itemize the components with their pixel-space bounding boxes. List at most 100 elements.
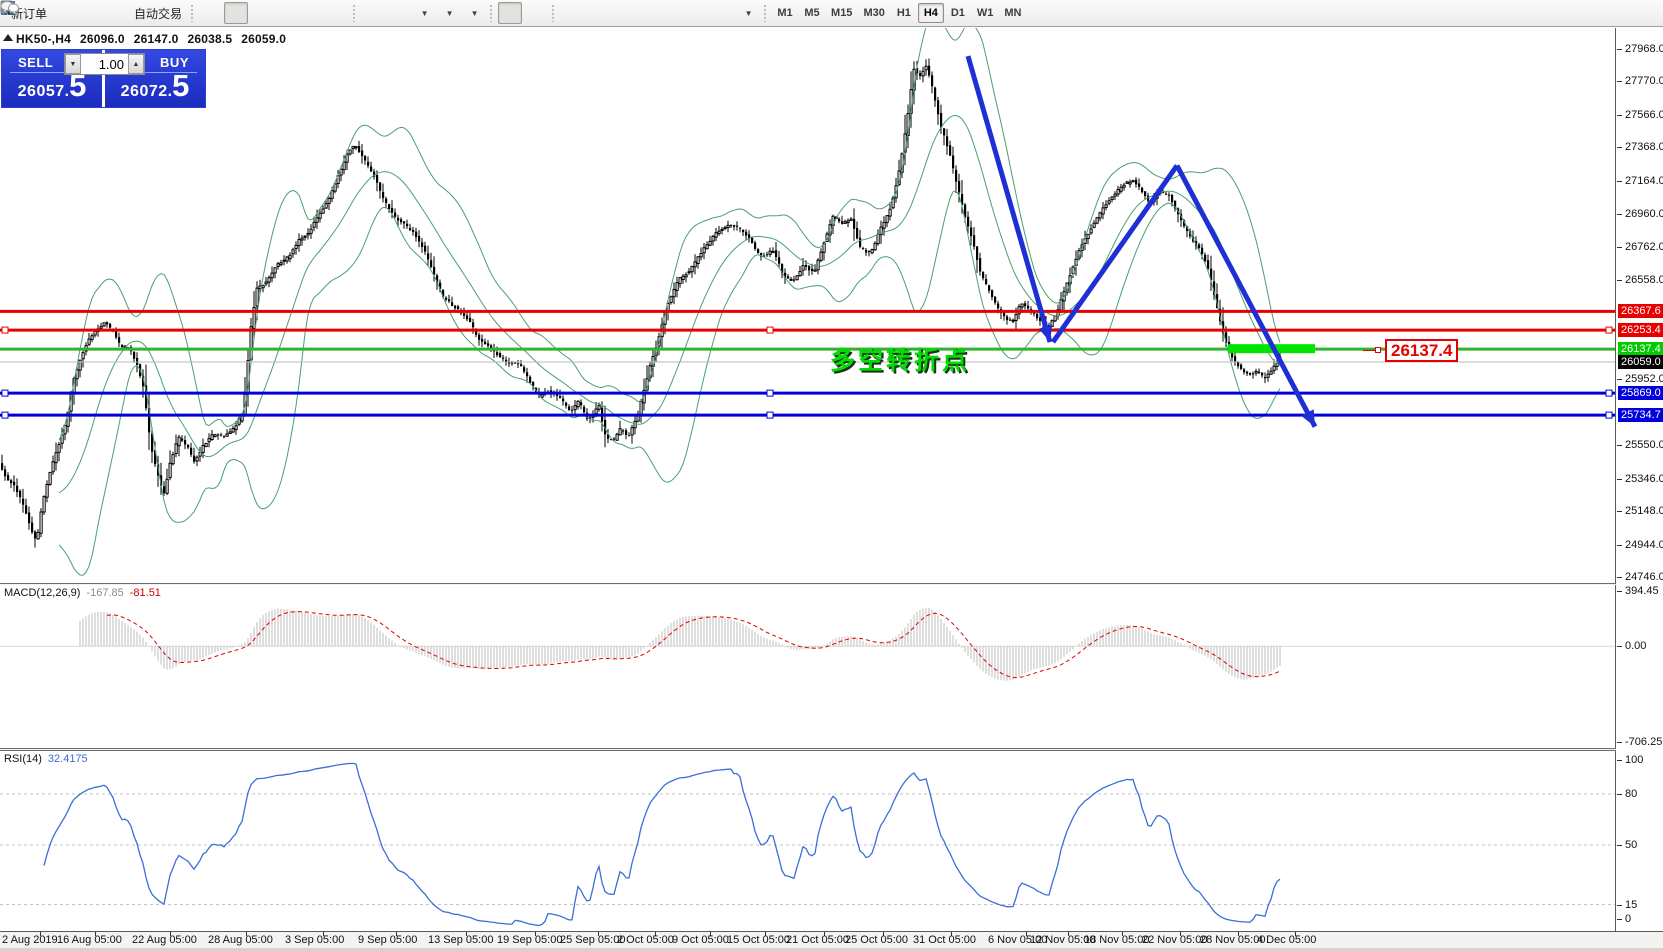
line-anchor-marker[interactable] (1, 326, 9, 334)
horizontal-line-button[interactable] (2, 2, 609, 24)
price-tick-label: 0 (1625, 913, 1632, 925)
chart-close: 26059.0 (241, 32, 287, 46)
time-tick (1295, 932, 1296, 936)
window-edge (0, 948, 1663, 951)
trend-arrow-line[interactable] (1174, 164, 1318, 428)
chart-note-text[interactable]: 多空转折点 (830, 347, 971, 376)
volume-stepper[interactable]: ▼ 1.00 ▲ (64, 53, 145, 75)
volume-increase-button[interactable]: ▲ (128, 54, 144, 74)
dropdown-caret-icon[interactable]: ▼ (420, 8, 429, 18)
templates-button[interactable]: ▼ (0, 1, 485, 24)
chart-shift-button[interactable] (2, 2, 385, 24)
timeframe-m1-button[interactable]: M1 (777, 7, 793, 19)
crosshair-button[interactable] (2, 2, 547, 24)
time-tick-label: 6 Nov 05:00 (988, 934, 1048, 946)
price-tick-label: 25952.0 (1625, 373, 1663, 386)
buy-button[interactable]: BUY 26072.5 (105, 50, 205, 107)
trend-arrow-line[interactable] (965, 55, 1053, 343)
auto-scroll-button[interactable] (2, 2, 410, 24)
line-anchor-marker[interactable] (1605, 411, 1613, 419)
time-tick (323, 932, 324, 936)
charts-window-button[interactable] (0, 1, 101, 24)
dropdown-caret-icon[interactable]: ▼ (470, 8, 479, 18)
text-label-button[interactable]: T (1, 2, 734, 24)
time-tick (598, 932, 599, 936)
trendline-button[interactable] (1, 2, 634, 24)
text-button[interactable]: A (4, 1, 709, 24)
timeframe-w1-button[interactable]: W1 (976, 7, 994, 19)
price-tick (1617, 114, 1622, 116)
chart-window[interactable]: HK50-,H4 26096.0 26147.0 26038.5 26059.0… (0, 27, 1663, 951)
price-tick-label: -706.25 (1625, 736, 1663, 748)
fibonacci-button[interactable]: F (2, 2, 684, 24)
price-tick (1617, 49, 1622, 50)
timeframe-h1-button[interactable]: H1 (896, 7, 911, 19)
time-tick-label: 16 Aug 05:00 (57, 934, 122, 946)
line-anchor-marker[interactable] (1605, 326, 1613, 334)
sell-price: 26057.5 (17, 68, 87, 103)
expand-triangle-icon[interactable] (3, 34, 13, 41)
price-tick-label: 0.00 (1625, 640, 1647, 653)
price-label-anchor[interactable] (1375, 347, 1381, 354)
signals-button[interactable] (2, 2, 126, 24)
price-tick-label: 26762.0 (1625, 240, 1663, 253)
add-indicator-button[interactable]: ▼ (0, 1, 435, 24)
volume-decrease-button[interactable]: ▼ (65, 54, 81, 74)
tile-windows-button[interactable] (1, 1, 348, 24)
timeframe-m5-button[interactable]: M5 (804, 7, 820, 19)
price-tick (1617, 904, 1622, 906)
zoom-in-button[interactable] (2, 2, 298, 24)
buy-price: 26072.5 (120, 68, 190, 103)
timeframe-d1-button[interactable]: D1 (950, 7, 965, 19)
line-anchor-marker[interactable] (766, 326, 774, 334)
vertical-line-button[interactable] (7, 2, 584, 24)
price-tick (1617, 591, 1622, 592)
bar-chart-button[interactable] (2, 2, 223, 24)
autotrading-button[interactable]: 自动交易 (0, 2, 186, 24)
zoom-out-button[interactable] (2, 2, 323, 24)
sell-label: SELL (18, 55, 54, 70)
cursor-button[interactable] (4, 1, 523, 24)
price-label-box[interactable]: 26137.4 (1385, 339, 1459, 363)
rsi-value: 32.4175 (47, 753, 88, 765)
price-badge-26253.4: 26253.4 (1618, 323, 1663, 338)
periods-button[interactable]: ▼ (1, 1, 460, 24)
price-scale[interactable]: 27968.0 27770.0 27566.0 27368.0 27164.0 26960… (1617, 27, 1663, 931)
line-anchor-marker[interactable] (1605, 389, 1613, 397)
price-tick (1617, 445, 1622, 447)
one-click-trading-panel: SELL 26057.5 BUY 26072.5 ▼ 1.00 ▲ (1, 49, 206, 108)
line-anchor-marker[interactable] (1, 389, 9, 397)
line-anchor-marker[interactable] (766, 389, 774, 397)
timeframe-mn-button[interactable]: MN (1004, 7, 1022, 19)
timeframe-m15-button[interactable]: M15 (831, 7, 853, 19)
line-anchor-marker[interactable] (1, 411, 9, 419)
metaeditor-button[interactable] (1, 1, 76, 24)
rsi-label: RSI(14) 32.4175 (4, 753, 88, 765)
rsi-pane[interactable]: RSI(14) 32.4175 (0, 751, 1616, 931)
line-chart-button[interactable] (1, 2, 273, 24)
time-tick-label: 9 Oct 05:00 (672, 934, 729, 946)
new-order-button-label: 新订单 (11, 6, 48, 21)
rsi-line (43, 762, 1281, 927)
channel-button[interactable]: E (0, 2, 659, 24)
macd-pane[interactable]: MACD(12,26,9) -167.85 -81.51 (0, 585, 1616, 748)
trend-arrow-line[interactable] (1050, 164, 1180, 344)
dropdown-caret-icon[interactable]: ▼ (445, 8, 454, 18)
price-tick (1617, 478, 1622, 480)
time-tick (95, 932, 96, 936)
line-anchor-marker[interactable] (766, 411, 774, 419)
time-tick-label: 22 Nov 05:00 (1142, 934, 1208, 946)
timeframe-m30-button[interactable]: M30 (863, 7, 885, 19)
toolbar-grip (551, 4, 557, 22)
macd-hist-value: -167.85 (86, 587, 124, 599)
dropdown-caret-icon[interactable]: ▼ (744, 8, 753, 18)
chart-open: 26096.0 (79, 32, 125, 46)
price-chart-pane[interactable]: HK50-,H4 26096.0 26147.0 26038.5 26059.0… (0, 28, 1616, 583)
chart-title: HK50-,H4 26096.0 26147.0 26038.5 26059.0 (16, 32, 286, 46)
timeframe-h4-button[interactable]: H4 (917, 3, 944, 23)
arrows-button[interactable]: ▼ (2, 2, 759, 24)
price-tick-label: 27968.0 (1625, 43, 1663, 55)
time-scale[interactable]: 2 Aug 2019 16 Aug 05:00 22 Aug 05:00 28 Aug… (0, 931, 1663, 948)
pane-splitter[interactable] (0, 748, 1616, 751)
candlestick-chart-button[interactable] (2, 1, 249, 24)
